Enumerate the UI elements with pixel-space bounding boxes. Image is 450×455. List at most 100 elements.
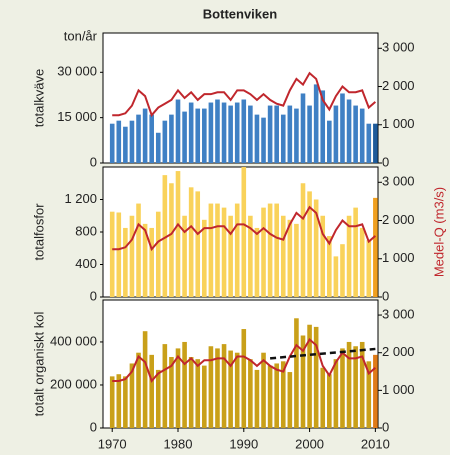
line xyxy=(112,337,377,383)
bar xyxy=(313,84,319,163)
bar xyxy=(261,117,266,163)
bar xyxy=(327,374,332,428)
x-tick-label: 2000 xyxy=(295,436,324,451)
bar xyxy=(202,219,207,297)
bar xyxy=(241,167,247,297)
bar xyxy=(294,223,299,297)
bar xyxy=(248,215,253,297)
bar xyxy=(202,108,207,163)
y2-tick-label: 1 000 xyxy=(382,250,415,265)
bar xyxy=(228,105,233,163)
bar xyxy=(228,350,233,428)
bar xyxy=(182,341,187,428)
line xyxy=(112,205,377,252)
y2-tick-label: 3 000 xyxy=(382,306,415,321)
bar xyxy=(307,324,312,428)
y-tick-label: 15 000 xyxy=(57,109,97,124)
bar xyxy=(195,191,201,297)
bar xyxy=(254,227,260,297)
bar xyxy=(129,120,135,163)
y2-axis-title: Medel-Q (m3/s) xyxy=(431,187,446,277)
bar xyxy=(359,108,365,163)
plot-area xyxy=(102,166,379,298)
y-tick-label: 400 000 xyxy=(50,333,97,348)
bar xyxy=(109,211,115,297)
bar xyxy=(175,348,181,428)
bar xyxy=(136,203,141,297)
bar xyxy=(129,215,135,297)
y2-tick-label: 3 000 xyxy=(382,40,415,55)
bar xyxy=(359,341,365,428)
bar xyxy=(136,114,141,163)
bar xyxy=(267,203,273,297)
bar xyxy=(274,363,279,428)
y2-tick-label: 0 xyxy=(382,419,389,434)
bar xyxy=(320,367,326,428)
bar xyxy=(234,352,240,428)
bar xyxy=(241,329,247,428)
bar xyxy=(346,341,352,428)
bar xyxy=(300,93,306,163)
trend-line xyxy=(269,347,376,360)
bar xyxy=(241,99,247,163)
y2-tick-label: 2 000 xyxy=(382,78,415,93)
plot-area xyxy=(102,299,379,429)
bar xyxy=(215,203,220,297)
bar xyxy=(162,175,168,297)
bar xyxy=(307,191,312,297)
bar xyxy=(359,227,365,297)
bar xyxy=(280,215,286,297)
plot-area xyxy=(102,32,379,164)
bar xyxy=(261,207,266,297)
y2-tick-label: 0 xyxy=(382,288,389,303)
bar xyxy=(300,183,306,297)
bar xyxy=(182,111,187,163)
bar xyxy=(162,120,168,163)
bar xyxy=(155,369,161,428)
bar xyxy=(287,219,293,297)
bar xyxy=(175,99,181,163)
y-tick-label: 30 000 xyxy=(57,64,97,79)
y-axis-title: totalfosfor xyxy=(31,203,46,261)
bar xyxy=(366,240,372,297)
bar xyxy=(202,365,207,428)
bar xyxy=(169,114,174,163)
bar xyxy=(221,207,227,297)
bar xyxy=(116,120,122,163)
bar xyxy=(373,197,378,297)
bar xyxy=(294,318,299,428)
bar xyxy=(123,227,128,297)
bar xyxy=(333,256,339,297)
y2-tick-label: 2 000 xyxy=(382,344,415,359)
bar xyxy=(123,376,128,428)
bar xyxy=(313,199,319,297)
line xyxy=(112,71,377,118)
y2-tick-label: 0 xyxy=(382,154,389,169)
y-axis-title: totalkväve xyxy=(31,69,46,128)
bar xyxy=(320,90,326,163)
bar xyxy=(373,123,378,163)
bar xyxy=(248,359,253,428)
bar xyxy=(366,361,372,428)
bar xyxy=(195,359,201,428)
bar xyxy=(228,215,233,297)
bar xyxy=(234,102,240,163)
bar xyxy=(234,203,240,297)
bar xyxy=(208,102,214,163)
bar xyxy=(373,354,378,428)
bar xyxy=(182,215,187,297)
bar xyxy=(287,105,293,163)
bar xyxy=(109,376,115,428)
y-tick-label: 200 000 xyxy=(50,376,97,391)
bar xyxy=(267,365,273,428)
unit-label: ton/år xyxy=(64,28,98,43)
bar xyxy=(353,346,358,428)
bar xyxy=(136,352,141,428)
bar xyxy=(320,215,326,297)
bar xyxy=(366,123,372,163)
bar xyxy=(294,108,299,163)
bar xyxy=(208,346,214,428)
bar xyxy=(162,344,168,428)
x-tick-label: 1990 xyxy=(229,436,258,451)
